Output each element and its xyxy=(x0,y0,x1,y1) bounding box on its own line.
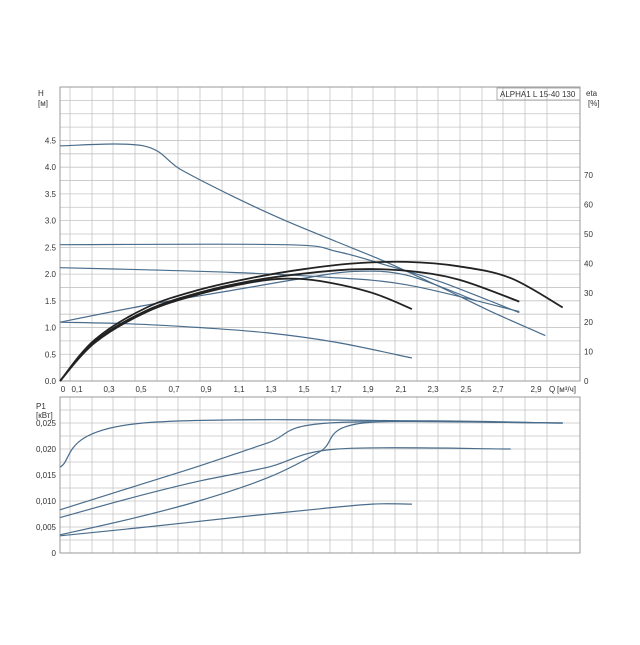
power-tick-label: 0,015 xyxy=(36,471,57,480)
head-panel-efficiency-curve-8 xyxy=(59,277,413,382)
y2-axis-unit-eta: [%] xyxy=(588,99,600,108)
x-tick-label: 1,7 xyxy=(330,385,342,394)
y-tick-label: 2.5 xyxy=(45,243,57,252)
head-panel-head-curve-3 xyxy=(59,267,520,313)
x-tick-label: 0,7 xyxy=(168,385,180,394)
y-tick-label: 0.0 xyxy=(45,377,57,386)
power-panel-power-curve-1 xyxy=(59,419,563,468)
x-tick-label: 0,5 xyxy=(135,385,147,394)
head-panel-head-curve-1 xyxy=(59,143,546,337)
y2-tick-label: 20 xyxy=(584,318,593,327)
power-tick-label: 0,005 xyxy=(36,523,57,532)
power-panel-power-curve-5 xyxy=(59,503,412,537)
y-tick-label: 1.5 xyxy=(45,297,57,306)
x-tick-label: 0 xyxy=(61,385,66,394)
y2-tick-label: 60 xyxy=(584,201,593,210)
y-tick-label: 0.5 xyxy=(45,350,57,359)
y-tick-label: 3.5 xyxy=(45,190,57,199)
power-panel-power-curve-3 xyxy=(59,447,511,519)
x-tick-label: 2,7 xyxy=(492,385,504,394)
y-axis-label-power: P1 xyxy=(36,402,46,411)
plot-frame-head xyxy=(59,86,581,382)
x-axis-unit: [м³/ч] xyxy=(557,385,576,394)
x-tick-label: 2,9 xyxy=(530,385,542,394)
y2-tick-label: 40 xyxy=(584,259,593,268)
x-tick-label: 1,1 xyxy=(233,385,245,394)
y2-tick-label: 30 xyxy=(584,289,593,298)
y-axis-unit-head: [м] xyxy=(38,99,48,108)
head-panel-efficiency-curve-6 xyxy=(59,260,564,382)
y2-axis-label-eta: eta xyxy=(586,89,598,98)
x-tick-label: 0,3 xyxy=(103,385,115,394)
y-tick-label: 3.0 xyxy=(45,217,57,226)
y-axis-unit-power: [кВт] xyxy=(36,411,53,420)
pump-model-label-box xyxy=(496,87,581,101)
x-tick-label: 2,3 xyxy=(427,385,439,394)
x-tick-label: 2,5 xyxy=(460,385,472,394)
head-panel-head-curve-2 xyxy=(59,243,520,314)
power-tick-label: 0,025 xyxy=(36,419,57,428)
y-tick-label: 2.0 xyxy=(45,270,57,279)
x-tick-label: 0,9 xyxy=(200,385,212,394)
head-panel-efficiency-curve-7 xyxy=(59,268,520,382)
power-tick-label: 0 xyxy=(52,549,57,558)
y-tick-label: 4.5 xyxy=(45,136,57,145)
x-tick-label: 1,9 xyxy=(362,385,374,394)
power-panel-power-curve-4 xyxy=(59,420,563,536)
x-tick-label: 1,5 xyxy=(298,385,310,394)
power-tick-label: 0,020 xyxy=(36,445,57,454)
x-tick-label: 1,3 xyxy=(265,385,277,394)
plot-frame-power xyxy=(59,396,581,554)
x-axis-label: Q xyxy=(549,385,555,394)
y2-tick-label: 0 xyxy=(584,377,589,386)
y2-tick-label: 70 xyxy=(584,171,593,180)
x-tick-label: 0,1 xyxy=(71,385,83,394)
y-axis-label-head: H xyxy=(38,89,44,98)
y2-tick-label: 10 xyxy=(584,348,593,357)
y2-tick-label: 50 xyxy=(584,230,593,239)
power-tick-label: 0,010 xyxy=(36,497,57,506)
x-tick-label: 2,1 xyxy=(395,385,407,394)
y-tick-label: 1.0 xyxy=(45,324,57,333)
pump-model-label: ALPHA1 L 15-40 130 xyxy=(500,90,576,99)
y-tick-label: 4.0 xyxy=(45,163,57,172)
